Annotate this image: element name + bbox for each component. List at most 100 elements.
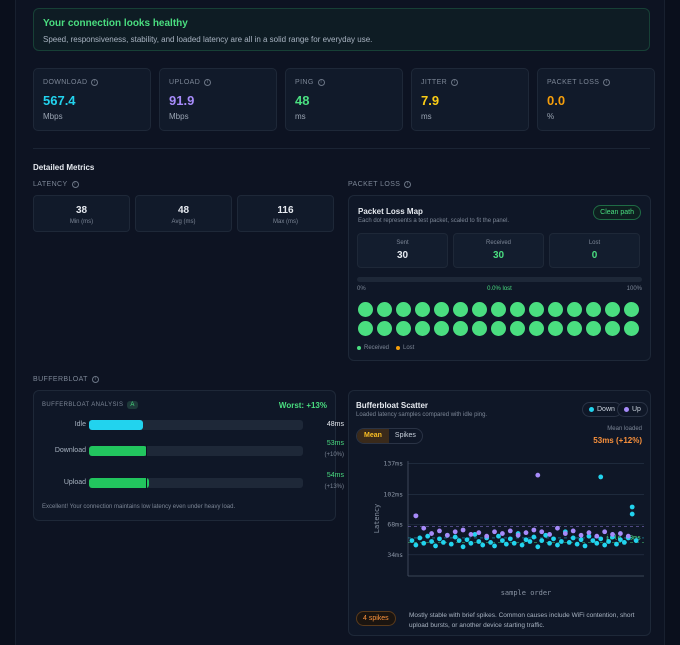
packet-loss-label-text: PACKET LOSS	[348, 181, 401, 188]
down-point	[578, 537, 584, 543]
legend-received-text: Received	[364, 345, 390, 351]
metric-label-text: PING	[295, 79, 314, 86]
down-point	[566, 539, 572, 545]
metric-value: 7.9	[421, 93, 440, 108]
bufferbloat-bar-fill	[89, 420, 143, 430]
info-icon[interactable]: i	[451, 79, 459, 86]
down-point	[500, 538, 505, 544]
packet-dot	[510, 321, 525, 336]
down-point	[480, 542, 486, 548]
down-point	[559, 539, 564, 544]
up-point	[610, 532, 615, 537]
info-icon[interactable]: i	[603, 79, 611, 86]
packet-dot	[510, 302, 525, 317]
up-point	[539, 529, 545, 535]
down-point	[421, 540, 427, 546]
scatter-chart: 137ms 102ms 68ms 34ms idle 48ms Latency sample…	[373, 460, 644, 597]
received-value: 30	[492, 250, 505, 261]
down-point	[602, 542, 608, 548]
health-subtitle: Speed, responsiveness, stability, and lo…	[43, 35, 373, 44]
loss-axis-right: 100%	[626, 286, 642, 292]
packet-dot	[548, 321, 563, 336]
down-point	[519, 542, 525, 548]
up-point	[421, 525, 427, 531]
up-point	[562, 531, 568, 536]
down-point	[464, 537, 470, 543]
down-point	[598, 536, 604, 542]
down-dot-icon	[589, 407, 594, 412]
packets-received: Received 30	[453, 233, 544, 268]
info-icon[interactable]: i	[204, 79, 212, 86]
legend-down[interactable]: Down	[582, 402, 622, 417]
down-point	[413, 542, 419, 548]
down-point	[425, 533, 431, 539]
packet-dot	[434, 321, 449, 336]
down-point	[523, 537, 529, 543]
packet-map-title: Packet Loss Map	[358, 207, 423, 216]
sent-label: Sent	[396, 240, 409, 246]
down-point	[507, 536, 513, 542]
scatter-subtitle: Loaded latency samples compared with idl…	[356, 412, 488, 418]
bufferbloat-row-label: Idle	[74, 421, 86, 428]
latency-avg: 48 Avg (ms)	[135, 195, 232, 232]
up-point	[618, 531, 623, 536]
packet-dot	[624, 321, 639, 336]
packets-lost: Lost 0	[549, 233, 640, 268]
packet-dot	[358, 302, 373, 317]
info-icon[interactable]: i	[404, 181, 412, 188]
metric-unit: %	[547, 112, 555, 121]
bufferbloat-row-label: Upload	[63, 479, 86, 486]
up-point	[484, 533, 490, 539]
y-axis-label: Latency	[373, 504, 381, 534]
down-point	[535, 544, 541, 550]
metric-card-upload: UPLOAD i 91.9 Mbps	[159, 68, 277, 131]
results-page: Your connection looks healthy Speed, res…	[15, 0, 665, 645]
down-point	[590, 538, 596, 544]
legend-up[interactable]: Up	[617, 402, 648, 417]
legend-lost: Lost	[396, 345, 414, 351]
analysis-header: BUFFERBLOAT ANALYSIS A	[42, 401, 138, 409]
bufferbloat-row-delta: (+10%)	[324, 452, 344, 458]
info-icon[interactable]: i	[91, 376, 99, 383]
metric-unit: Mbps	[43, 112, 63, 121]
info-icon[interactable]: i	[71, 181, 79, 188]
spikes-badge: 4 spikes	[356, 611, 396, 626]
packet-dot	[377, 302, 392, 317]
bufferbloat-bar	[89, 420, 303, 430]
legend-received: Received	[357, 345, 389, 351]
metric-unit: Mbps	[169, 112, 189, 121]
down-point	[539, 538, 545, 544]
info-icon[interactable]: i	[91, 79, 99, 86]
down-point	[488, 539, 493, 545]
down-point	[409, 538, 415, 544]
metric-unit: ms	[421, 112, 432, 121]
tab-mean[interactable]: Mean	[357, 429, 389, 443]
up-point	[468, 532, 474, 537]
down-point	[547, 540, 552, 546]
tab-spikes[interactable]: Spikes	[394, 432, 416, 439]
down-point	[531, 534, 537, 540]
mean-loaded-label: Mean loaded	[607, 426, 642, 432]
metric-label: UPLOAD i	[169, 79, 267, 86]
metric-label-text: JITTER	[421, 79, 448, 86]
up-point	[547, 532, 552, 537]
bufferbloat-bar	[89, 477, 303, 489]
up-point	[570, 528, 576, 534]
down-point	[586, 533, 592, 539]
packet-dot	[567, 302, 582, 317]
sent-value: 30	[396, 250, 409, 261]
packet-dot	[377, 321, 392, 336]
down-point	[456, 538, 462, 544]
received-dot-icon	[357, 346, 361, 350]
metric-card-jitter: JITTER i 7.9 ms	[411, 68, 529, 131]
packet-dot	[472, 302, 487, 317]
metric-card-packet-loss: PACKET LOSS i 0.0%	[537, 68, 655, 131]
info-icon[interactable]: i	[317, 79, 325, 86]
lost-value: 0	[591, 250, 598, 261]
up-point	[578, 532, 584, 538]
down-point	[527, 539, 533, 544]
up-point	[586, 530, 592, 536]
packet-dot	[415, 302, 430, 317]
latency-min-label: Min (ms)	[69, 219, 94, 225]
packet-dot	[624, 302, 639, 317]
